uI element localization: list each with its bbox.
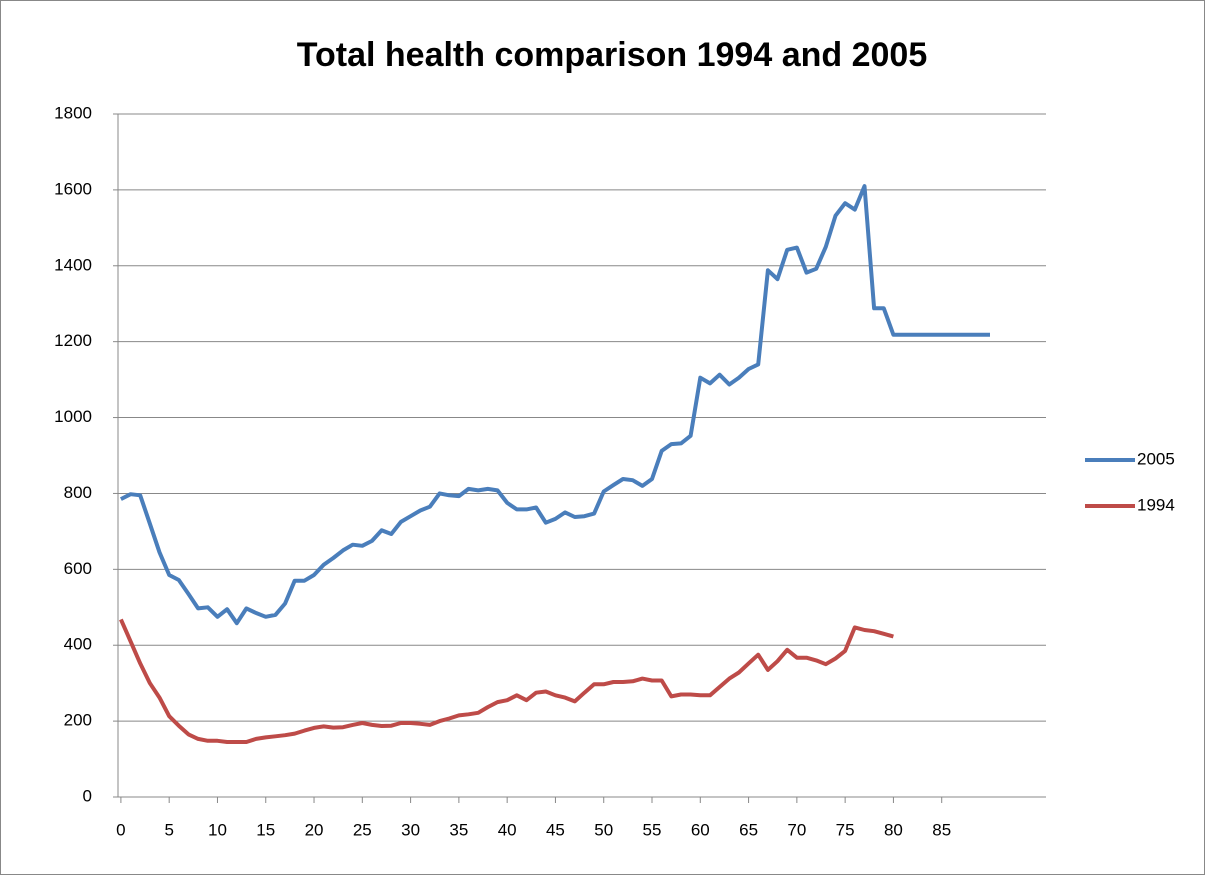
x-tick-label: 10 (208, 820, 227, 839)
series-line (119, 618, 894, 744)
x-tick-label: 75 (836, 820, 855, 839)
x-tick-label: 15 (256, 820, 275, 839)
x-tick-label: 85 (932, 820, 951, 839)
x-tick-label: 70 (787, 820, 806, 839)
y-tick-label: 1000 (54, 407, 92, 426)
y-tick-label: 200 (64, 711, 92, 730)
x-tick-label: 45 (546, 820, 565, 839)
x-tick-label: 5 (164, 820, 173, 839)
x-tick-label: 80 (884, 820, 903, 839)
y-tick-label: 0 (83, 786, 92, 805)
x-tick-label: 40 (498, 820, 517, 839)
x-tick-label: 20 (305, 820, 324, 839)
legend-label: 1994 (1137, 495, 1175, 514)
x-tick-label: 30 (401, 820, 420, 839)
chart-title: Total health comparison 1994 and 2005 (297, 36, 927, 74)
x-tick-label: 55 (643, 820, 662, 839)
series-line (119, 184, 990, 626)
y-tick-label: 1200 (54, 331, 92, 350)
y-tick-label: 1400 (54, 255, 92, 274)
y-tick-label: 1800 (54, 103, 92, 122)
y-tick-label: 600 (64, 559, 92, 578)
legend-label: 2005 (1137, 449, 1175, 468)
x-tick-label: 35 (449, 820, 468, 839)
x-tick-label: 25 (353, 820, 372, 839)
y-tick-label: 1600 (54, 179, 92, 198)
x-tick-label: 0 (116, 820, 125, 839)
y-tick-label: 400 (64, 635, 92, 654)
x-tick-label: 65 (739, 820, 758, 839)
x-tick-label: 60 (691, 820, 710, 839)
y-tick-label: 800 (64, 483, 92, 502)
x-tick-label: 50 (594, 820, 613, 839)
